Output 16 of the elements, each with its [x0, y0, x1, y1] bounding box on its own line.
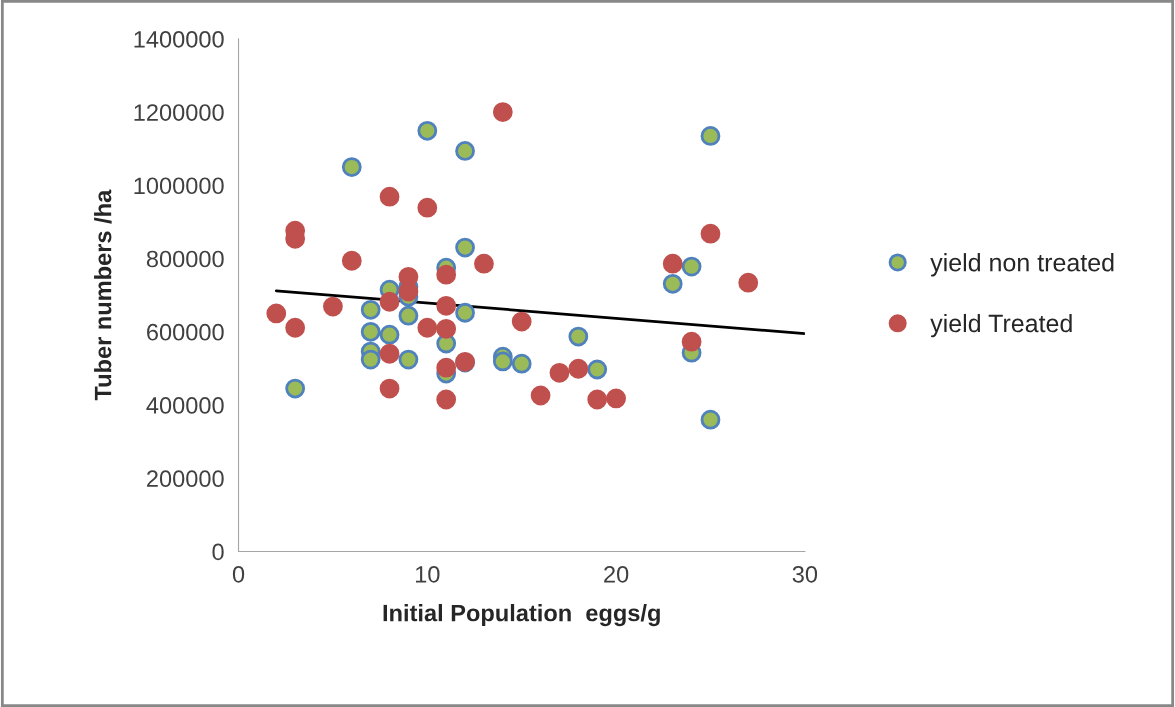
x-tick-label: 0 — [232, 565, 245, 583]
y-tick-label: 1400000 — [134, 30, 224, 48]
y-tick-label: 200000 — [147, 470, 224, 488]
y-axis-title: Tuber numbers /ha — [94, 189, 112, 401]
y-tick-label: 600000 — [147, 323, 224, 341]
legend-label: yield non treated — [930, 253, 1114, 277]
x-tick-label: 20 — [604, 565, 629, 583]
y-tick-label: 800000 — [146, 250, 224, 268]
x-axis-title: Initial Population eggs/g — [383, 604, 660, 627]
x-tick-label: 10 — [415, 565, 440, 583]
x-tick-label: 30 — [792, 565, 818, 583]
y-tick-label: 400000 — [146, 397, 224, 414]
y-tick-label: 0 — [212, 543, 224, 561]
y-tick-label: 1000000 — [134, 177, 224, 195]
y-tick-label: 1200000 — [134, 104, 224, 121]
legend-label: yield Treated — [930, 313, 1072, 338]
